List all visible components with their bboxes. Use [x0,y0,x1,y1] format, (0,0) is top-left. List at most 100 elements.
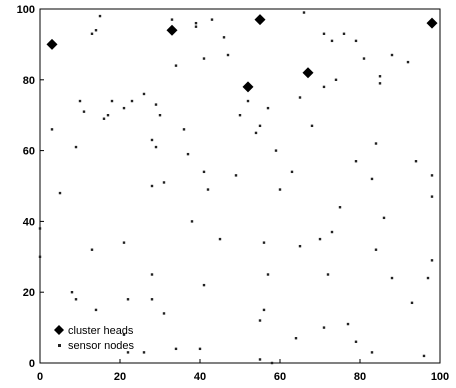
sensor-node-point [262,308,266,312]
y-tick-label: 20 [23,287,35,299]
sensor-node-point [226,53,230,57]
sensor-node-point [266,106,270,110]
sensor-node-point [406,60,410,64]
sensor-node-point [354,340,358,343]
sensor-node-point [382,216,386,220]
legend-dot-marker [58,344,61,347]
sensor-node-point [126,351,130,354]
plot-area [39,8,441,364]
sensor-node-point [246,99,250,103]
y-axis: 0 20 40 60 80 100 [17,4,44,370]
sensor-node-point [210,18,214,21]
sensor-node-point [206,188,210,191]
sensor-node-point [174,64,178,67]
sensor-node-point [330,230,334,234]
x-tick-label: 20 [114,371,126,383]
sensor-node-point [74,145,78,149]
sensor-node-point [150,138,154,142]
plot-border [39,8,441,364]
sensor-node-point [370,351,374,354]
cluster-head-point [166,24,178,36]
sensor-node-point [422,354,426,358]
cluster-head-point [242,81,254,93]
sensor-node-point [338,206,342,209]
sensor-node-point [142,351,146,354]
sensor-node-point [430,259,434,262]
sensor-node-point [378,82,382,85]
sensor-node-point [94,29,98,32]
sensor-node-point [346,322,350,326]
sensor-node-point [202,57,206,60]
sensor-node-point [74,298,78,301]
sensor-node-point [258,319,262,322]
sensor-node-point [270,361,274,365]
sensor-node-point [410,301,414,305]
sensor-node-point [162,312,166,315]
y-tick-label: 0 [29,358,35,370]
sensor-node-point [378,75,382,78]
sensor-node-point [150,298,154,301]
sensor-node-point [342,32,346,35]
y-tick-label: 40 [23,216,35,228]
sensor-node-point [202,283,206,287]
legend-label-cluster-heads: cluster heads [68,325,134,337]
x-tick-label: 60 [274,371,286,383]
sensor-node-point [430,195,434,198]
sensor-node-point [278,188,282,191]
y-tick-label: 100 [17,4,35,16]
sensor-node-point [158,114,162,117]
sensor-node-point [106,114,110,117]
sensor-node-point [82,110,86,113]
sensor-node-point [122,241,126,244]
sensor-node-point [162,181,166,184]
sensor-node-point [298,244,302,248]
sensor-node-point [426,276,430,280]
sensor-node-point [122,106,126,110]
sensor-node-point [390,53,394,57]
sensor-node-point [430,174,434,177]
sensor-node-point [194,25,198,28]
sensor-node-point [154,145,158,149]
sensor-node-point [218,237,222,241]
sensor-node-point [414,160,418,163]
sensor-node-point [194,21,198,25]
sensor-node-point [318,237,322,241]
sensor-node-point [322,32,326,35]
x-tick-label: 80 [354,371,366,383]
sensor-node-point [150,273,154,276]
cluster-head-point [426,17,438,29]
cluster-head-point [254,14,266,26]
sensor-node-point [362,57,366,60]
sensor-node-point [170,18,174,21]
sensor-node-point [262,241,266,244]
legend-diamond-marker [54,325,64,335]
sensor-node-point [202,170,206,174]
sensor-node-point [130,99,134,103]
x-tick-label: 40 [194,371,206,383]
sensor-node-point [374,142,378,145]
sensor-node-point [186,152,190,156]
sensor-node-point [94,308,98,312]
cluster-head-point [46,38,58,50]
sensor-node-point [102,117,106,120]
sensor-node-point [370,177,374,181]
sensor-node-point [110,99,114,103]
sensor-node-point [98,14,102,18]
sensor-node-point [154,103,158,106]
sensor-node-point [266,273,270,276]
sensor-node-point [330,39,334,43]
sensor-node-point [222,36,226,39]
sensor-node-point [238,114,242,117]
sensor-node-point [334,78,338,81]
y-tick-label: 80 [23,75,35,87]
sensor-node-point [294,337,298,340]
sensor-node-point [354,160,358,163]
sensor-node-point [310,124,314,128]
sensor-node-point [78,99,82,103]
y-tick-label: 60 [23,146,35,158]
sensor-node-point [298,96,302,99]
sensor-node-point [290,170,294,174]
legend-item-sensor-nodes: sensor nodes [58,340,135,352]
legend: cluster heads sensor nodes [54,325,135,352]
x-axis: 0 20 40 60 80 100 [37,359,449,383]
